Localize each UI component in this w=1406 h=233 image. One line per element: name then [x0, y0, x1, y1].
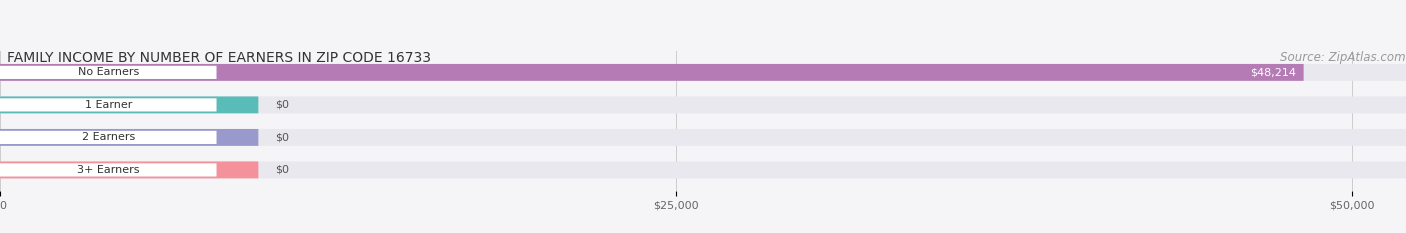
- FancyBboxPatch shape: [0, 64, 1303, 81]
- FancyBboxPatch shape: [0, 98, 217, 112]
- Text: 2 Earners: 2 Earners: [82, 132, 135, 142]
- FancyBboxPatch shape: [0, 161, 1406, 178]
- FancyBboxPatch shape: [0, 163, 217, 177]
- FancyBboxPatch shape: [0, 161, 259, 178]
- FancyBboxPatch shape: [0, 96, 259, 113]
- Text: 3+ Earners: 3+ Earners: [77, 165, 139, 175]
- FancyBboxPatch shape: [0, 129, 1406, 146]
- Text: FAMILY INCOME BY NUMBER OF EARNERS IN ZIP CODE 16733: FAMILY INCOME BY NUMBER OF EARNERS IN ZI…: [7, 51, 432, 65]
- FancyBboxPatch shape: [0, 131, 217, 144]
- FancyBboxPatch shape: [0, 64, 1406, 81]
- Text: $48,214: $48,214: [1250, 67, 1296, 77]
- Text: No Earners: No Earners: [77, 67, 139, 77]
- Text: Source: ZipAtlas.com: Source: ZipAtlas.com: [1281, 51, 1406, 64]
- FancyBboxPatch shape: [0, 129, 259, 146]
- Text: $0: $0: [276, 165, 290, 175]
- FancyBboxPatch shape: [0, 66, 217, 79]
- Text: $0: $0: [276, 132, 290, 142]
- FancyBboxPatch shape: [0, 96, 1406, 113]
- Text: 1 Earner: 1 Earner: [84, 100, 132, 110]
- Text: $0: $0: [276, 100, 290, 110]
